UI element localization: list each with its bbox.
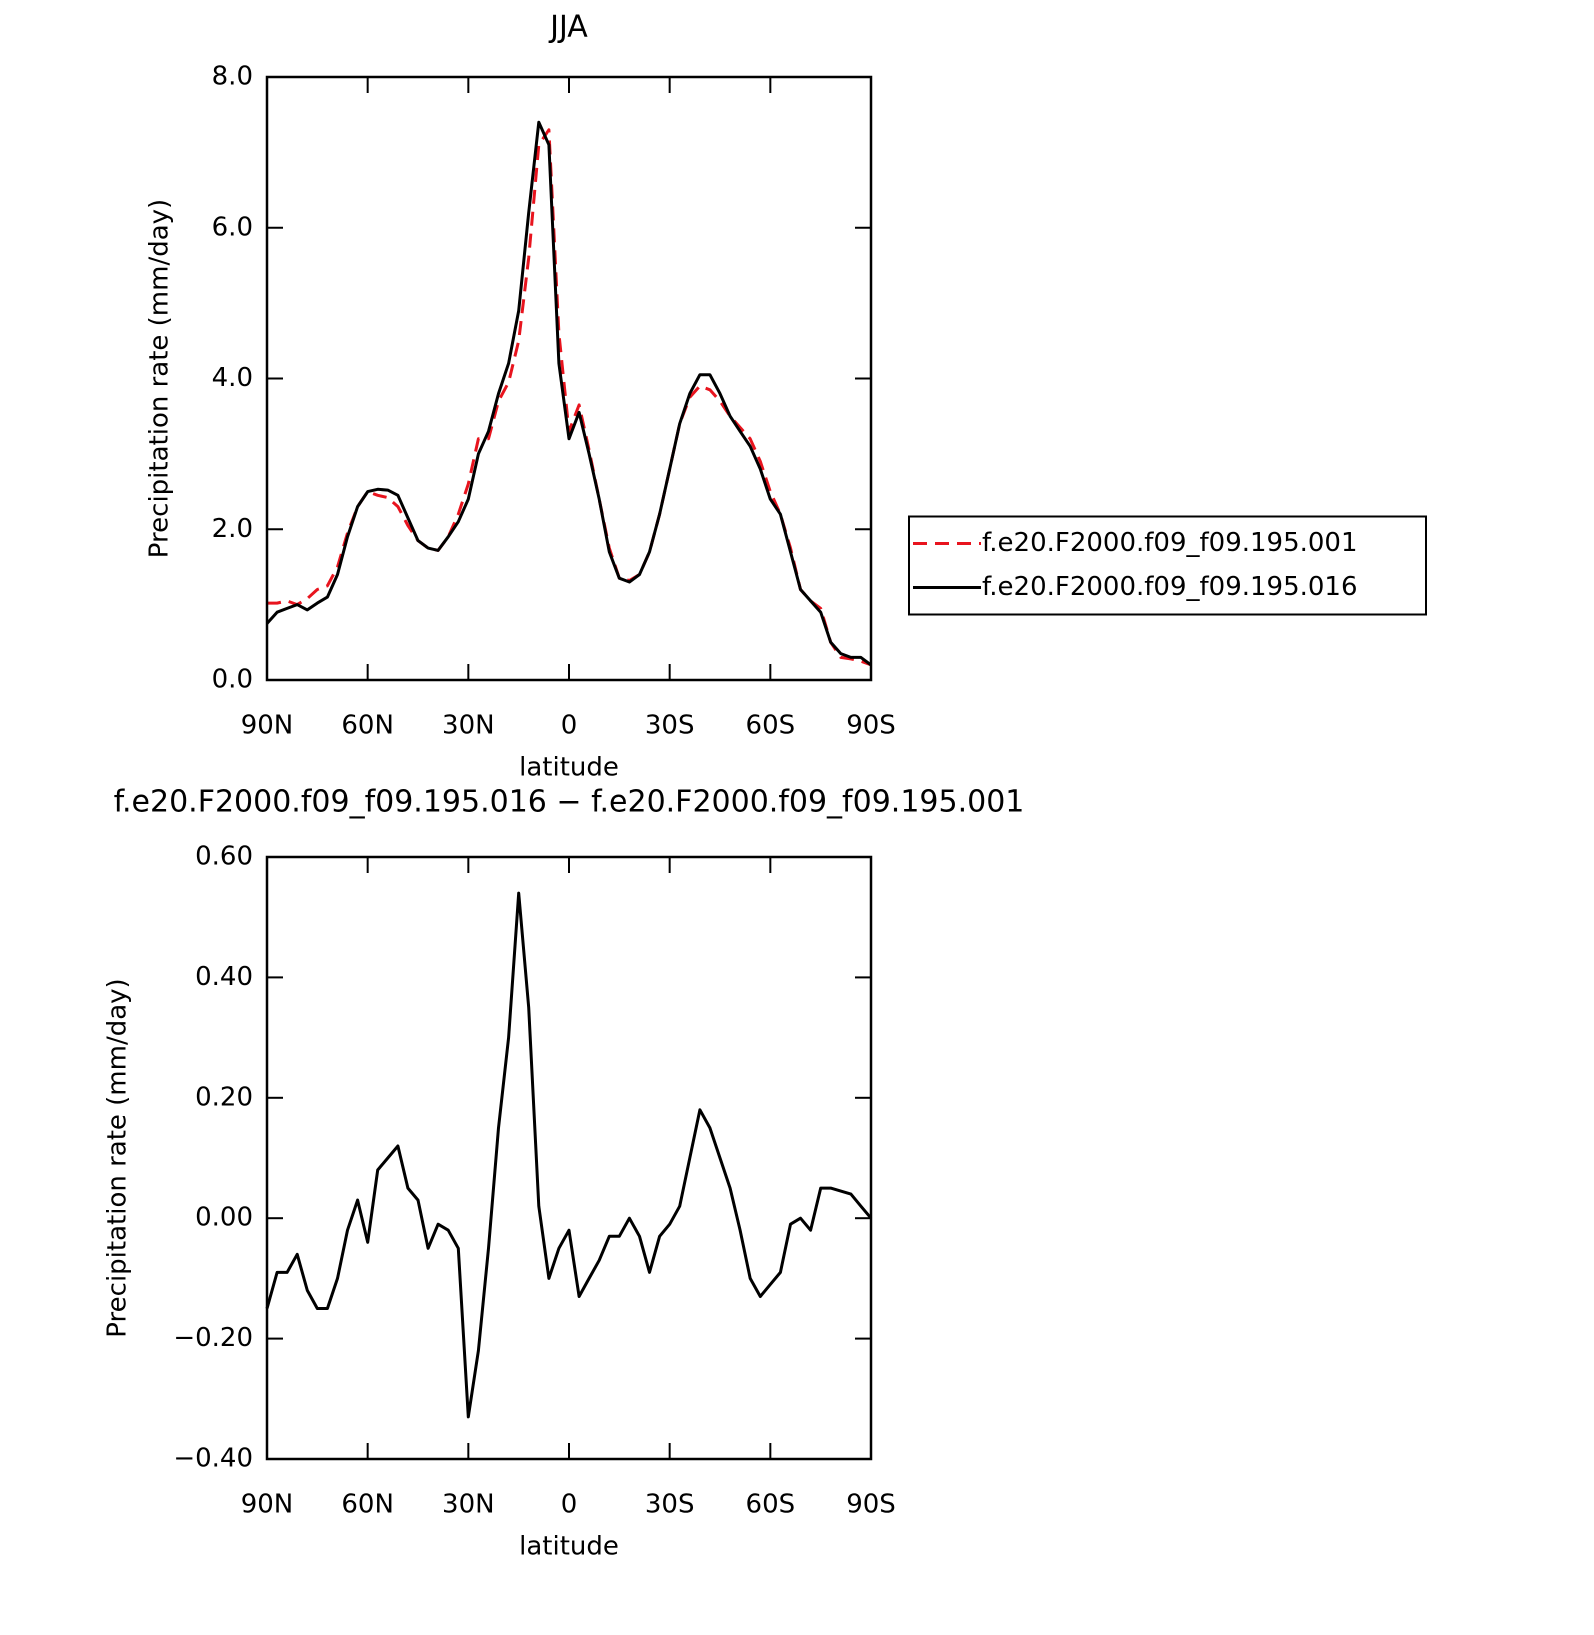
y-tick-label: 0.40 [195,962,253,992]
x-tick-label: 0 [561,711,578,741]
legend-box [908,515,1427,616]
x-tick-label: 30N [442,711,495,741]
x-axis-label: latitude [519,1532,619,1562]
x-tick-label: 60S [746,711,796,741]
x-tick-label: 30S [645,1490,695,1520]
x-tick-label: 0 [561,1490,578,1520]
y-tick-label: −0.20 [173,1323,253,1353]
y-axis-label: Precipitation rate (mm/day) [103,978,133,1337]
legend-label: f.e20.F2000.f09_f09.195.001 [982,528,1358,558]
y-tick-label: 6.0 [212,212,253,242]
y-tick-label: 0.0 [212,665,253,695]
data-line [265,120,872,667]
x-tick-label: 90S [846,711,896,741]
y-tick-label: 2.0 [212,514,253,544]
y-tick-label: 4.0 [212,363,253,393]
y-tick-label: 0.60 [195,842,253,872]
legend-label: f.e20.F2000.f09_f09.195.016 [982,572,1358,602]
plot-frame [265,75,873,682]
chart-title: f.e20.F2000.f09_f09.195.016 − f.e20.F200… [114,785,1025,820]
x-tick-label: 30S [645,711,695,741]
plot-frame [265,855,873,1461]
x-axis-label: latitude [519,753,619,783]
x-tick-label: 60N [341,711,394,741]
x-tick-label: 60N [341,1490,394,1520]
x-tick-label: 30N [442,1490,495,1520]
x-tick-label: 90S [846,1490,896,1520]
x-tick-label: 90N [241,711,294,741]
data-line [265,891,873,1419]
y-tick-label: −0.40 [173,1444,253,1474]
x-tick-label: 60S [746,1490,796,1520]
data-line [267,128,872,667]
x-tick-label: 90N [241,1490,294,1520]
y-tick-label: 0.00 [195,1203,253,1233]
y-axis-label: Precipitation rate (mm/day) [145,199,175,558]
chart-title: JJA [548,10,588,45]
y-tick-label: 0.20 [195,1082,253,1112]
y-tick-label: 8.0 [212,62,253,92]
